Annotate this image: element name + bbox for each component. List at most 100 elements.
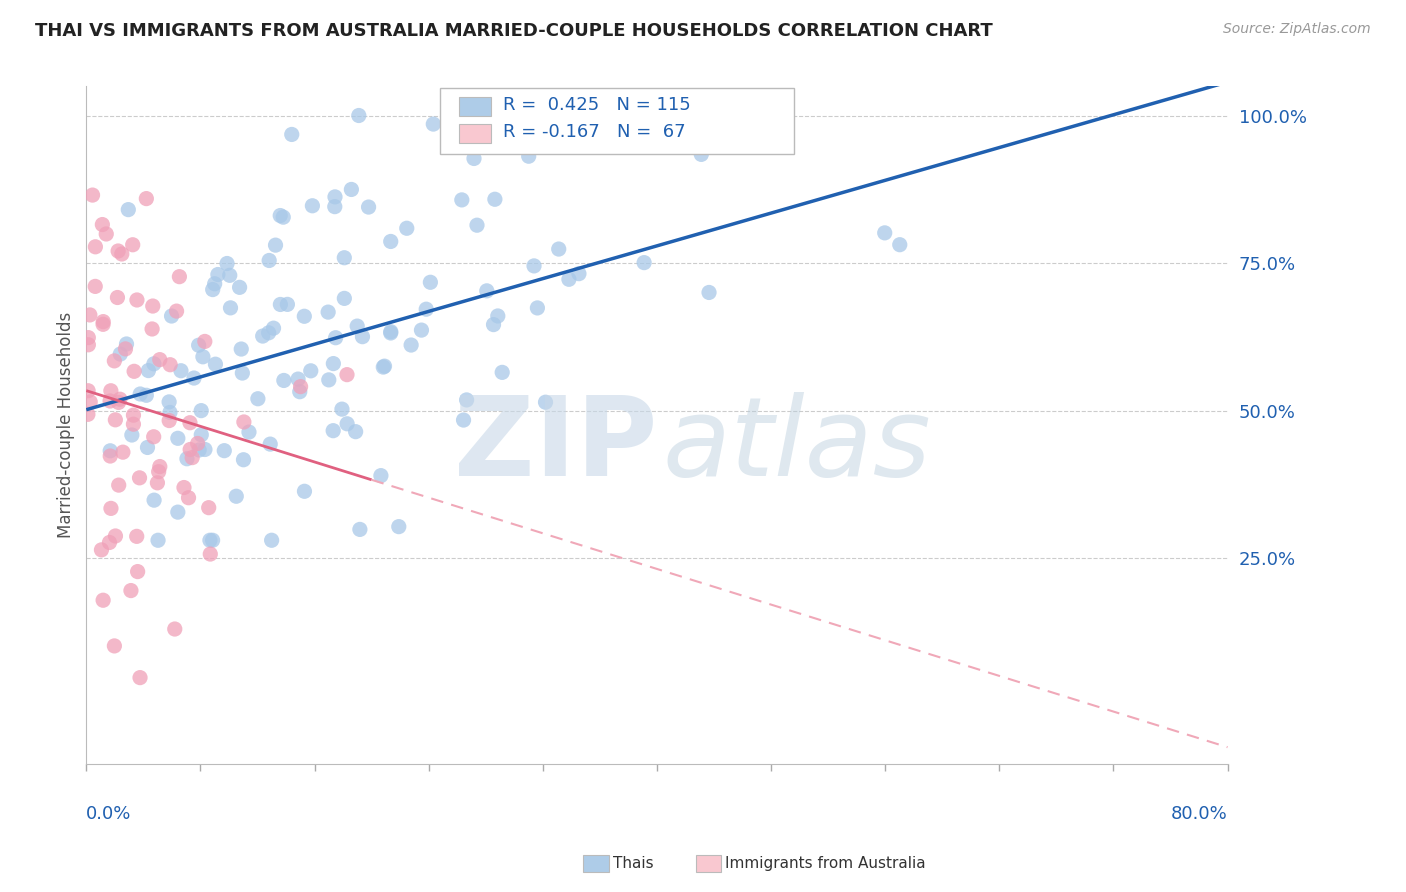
Point <box>290 379 312 393</box>
Point <box>263 321 285 335</box>
Point <box>201 533 224 548</box>
Text: 80.0%: 80.0% <box>1171 805 1227 823</box>
Point <box>181 450 204 465</box>
Point <box>357 200 380 214</box>
Point <box>103 354 125 368</box>
Point <box>232 415 254 429</box>
Point <box>149 352 172 367</box>
Point <box>330 402 353 417</box>
Point <box>122 417 145 432</box>
Point <box>419 275 441 289</box>
Point <box>77 330 100 344</box>
Point <box>301 199 323 213</box>
Point <box>136 441 159 455</box>
Point <box>98 443 121 458</box>
Point <box>873 226 896 240</box>
Point <box>120 583 142 598</box>
Point <box>166 431 188 445</box>
Point <box>77 384 100 398</box>
Point <box>107 478 129 492</box>
Text: R = -0.167   N =  67: R = -0.167 N = 67 <box>503 123 686 141</box>
Point <box>260 533 283 548</box>
Point <box>135 192 157 206</box>
Point <box>453 413 475 427</box>
Point <box>96 227 118 241</box>
Point <box>344 425 367 439</box>
Point <box>558 272 581 286</box>
Point <box>232 452 254 467</box>
Point <box>395 221 418 235</box>
Point <box>450 193 472 207</box>
Point <box>491 365 513 379</box>
Point <box>697 285 720 300</box>
Point <box>264 238 287 252</box>
Point <box>135 388 157 402</box>
Point <box>204 357 226 371</box>
Point <box>380 235 402 249</box>
Point <box>187 338 209 352</box>
Text: THAI VS IMMIGRANTS FROM AUSTRALIA MARRIED-COUPLE HOUSEHOLDS CORRELATION CHART: THAI VS IMMIGRANTS FROM AUSTRALIA MARRIE… <box>35 22 993 40</box>
Point <box>287 372 309 386</box>
Point <box>141 322 163 336</box>
Point <box>107 291 129 305</box>
Point <box>100 384 122 398</box>
Point <box>98 449 121 463</box>
Text: Immigrants from Australia: Immigrants from Australia <box>725 856 927 871</box>
Point <box>380 325 402 339</box>
Point <box>121 237 143 252</box>
Point <box>129 387 152 401</box>
Point <box>187 436 209 450</box>
Point <box>148 465 170 479</box>
Point <box>349 523 371 537</box>
Point <box>146 533 169 548</box>
Text: atlas: atlas <box>662 392 931 500</box>
Point <box>79 308 101 322</box>
Point <box>146 475 169 490</box>
Point <box>422 117 444 131</box>
Point <box>198 533 221 548</box>
Point <box>475 284 498 298</box>
Point <box>225 489 247 503</box>
Point <box>127 565 149 579</box>
Point <box>380 326 402 340</box>
Point <box>111 445 134 459</box>
Point <box>104 413 127 427</box>
Point <box>91 318 114 332</box>
Point <box>889 237 911 252</box>
Point <box>138 363 160 377</box>
Point <box>370 468 392 483</box>
Point <box>90 542 112 557</box>
Point <box>142 299 165 313</box>
Point <box>125 293 148 307</box>
Point <box>415 302 437 317</box>
Text: Thais: Thais <box>613 856 654 871</box>
Point <box>166 505 188 519</box>
Point <box>91 315 114 329</box>
Point <box>316 305 339 319</box>
Point <box>411 323 433 337</box>
Point <box>517 149 540 163</box>
Point <box>179 442 201 457</box>
Point <box>110 347 132 361</box>
Point <box>107 395 129 409</box>
Point <box>690 147 713 161</box>
Point <box>194 334 217 349</box>
Point <box>219 301 242 315</box>
Point <box>128 471 150 485</box>
Point <box>159 358 181 372</box>
FancyBboxPatch shape <box>460 124 492 143</box>
Point <box>340 182 363 196</box>
Point <box>547 242 569 256</box>
Point <box>157 395 180 409</box>
Point <box>179 416 201 430</box>
Point <box>288 384 311 399</box>
Point <box>336 368 359 382</box>
Point <box>373 359 395 373</box>
Point <box>84 240 107 254</box>
Point <box>177 491 200 505</box>
Point <box>142 430 165 444</box>
Point <box>465 218 488 232</box>
Point <box>149 459 172 474</box>
Point <box>169 269 191 284</box>
Point <box>257 253 280 268</box>
